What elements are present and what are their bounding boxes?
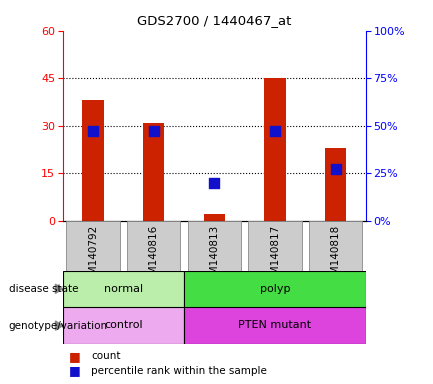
Bar (127, 221, 181, 271)
Bar (204, 214, 225, 221)
Text: genotype/variation: genotype/variation (9, 321, 108, 331)
Text: ■: ■ (69, 364, 81, 377)
Bar (143, 122, 165, 221)
Text: disease state: disease state (9, 284, 78, 294)
Text: GSM140813: GSM140813 (209, 225, 220, 288)
Point (150, 128, 157, 134)
Bar (187, 221, 241, 271)
Bar (248, 221, 302, 271)
Point (90, 128, 97, 134)
Point (332, 166, 339, 172)
Point (271, 128, 278, 134)
Bar (325, 148, 346, 221)
Point (211, 180, 218, 186)
Bar (184, 271, 366, 307)
Bar (264, 78, 286, 221)
Bar (63, 307, 184, 344)
Text: control: control (104, 320, 143, 331)
Text: ■: ■ (69, 350, 81, 363)
Text: PTEN mutant: PTEN mutant (239, 320, 311, 331)
Title: GDS2700 / 1440467_at: GDS2700 / 1440467_at (137, 14, 291, 27)
Bar (309, 221, 362, 271)
Text: GSM140816: GSM140816 (149, 225, 159, 288)
Text: percentile rank within the sample: percentile rank within the sample (91, 366, 267, 376)
Text: count: count (91, 351, 120, 361)
Text: GSM140818: GSM140818 (330, 225, 341, 288)
Text: polyp: polyp (260, 284, 290, 294)
Text: normal: normal (104, 284, 143, 294)
Text: GSM140817: GSM140817 (270, 225, 280, 288)
Bar (184, 307, 366, 344)
Text: GSM140792: GSM140792 (88, 225, 98, 288)
Bar (63, 271, 184, 307)
Bar (82, 101, 104, 221)
Bar (66, 221, 120, 271)
